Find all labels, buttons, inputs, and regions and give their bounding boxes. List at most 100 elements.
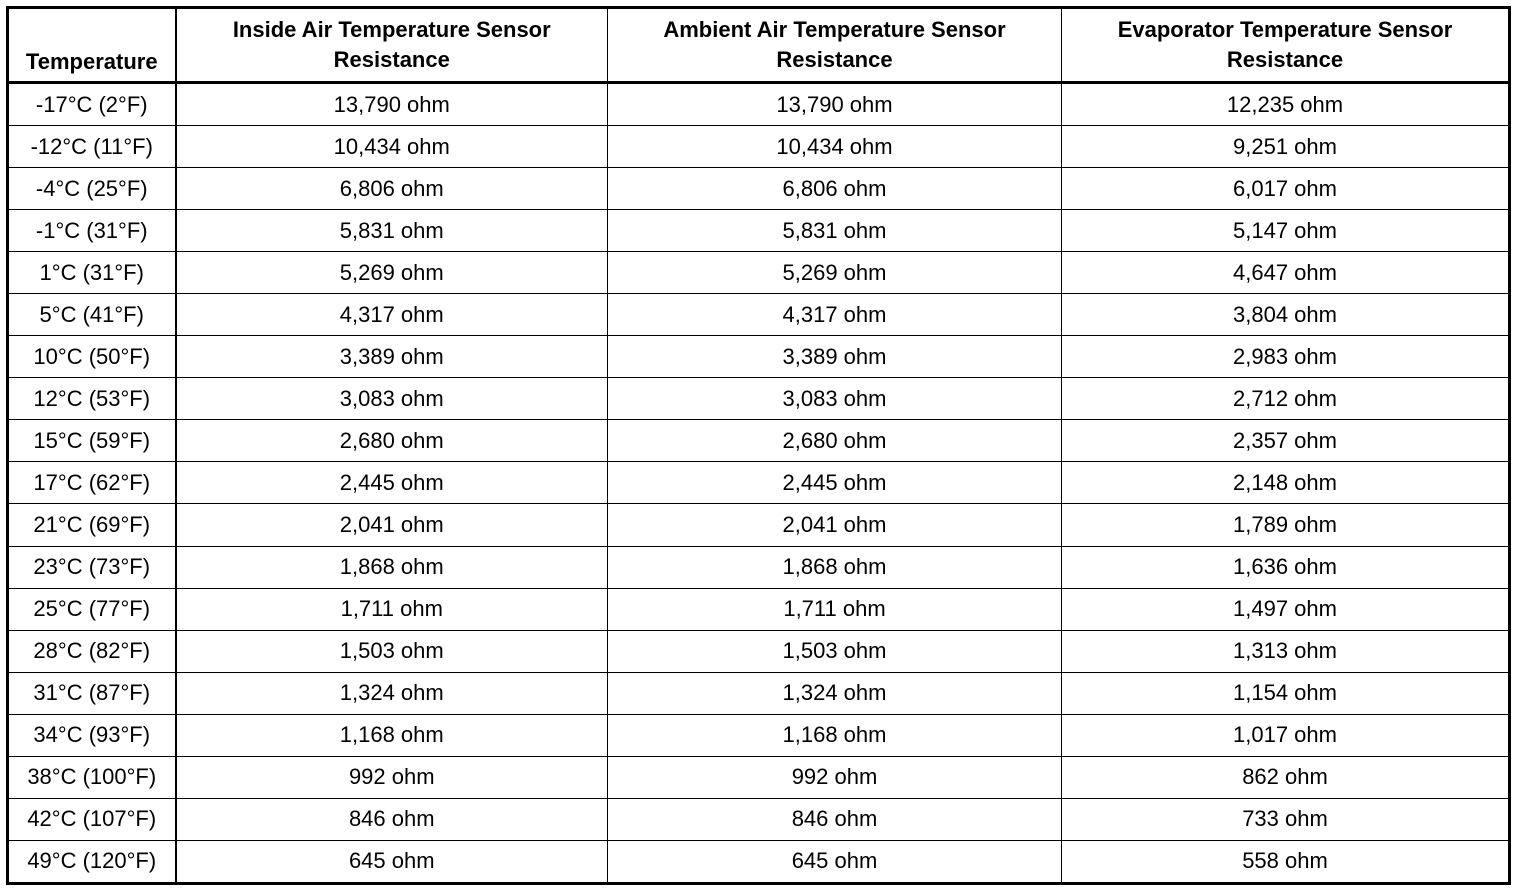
resistance-cell: 5,147 ohm: [1061, 209, 1510, 253]
resistance-cell: 2,357 ohm: [1061, 419, 1510, 463]
column-header: Ambient Air Temperature Sensor Resistanc…: [607, 7, 1062, 84]
resistance-cell: 1,636 ohm: [1061, 545, 1510, 589]
temperature-cell: 15°C (59°F): [7, 419, 177, 463]
temperature-cell: 34°C (93°F): [7, 713, 177, 757]
resistance-cell: 6,017 ohm: [1061, 167, 1510, 211]
resistance-cell: 992 ohm: [175, 755, 608, 799]
resistance-cell: 992 ohm: [607, 755, 1062, 799]
resistance-cell: 1,324 ohm: [607, 671, 1062, 715]
temperature-cell: -4°C (25°F): [7, 167, 177, 211]
resistance-cell: 9,251 ohm: [1061, 125, 1510, 169]
resistance-cell: 1,168 ohm: [607, 713, 1062, 757]
resistance-cell: 5,831 ohm: [607, 209, 1062, 253]
resistance-cell: 1,497 ohm: [1061, 587, 1510, 631]
column-header: Evaporator Temperature Sensor Resistance: [1061, 7, 1510, 84]
resistance-cell: 1,868 ohm: [607, 545, 1062, 589]
resistance-cell: 6,806 ohm: [175, 167, 608, 211]
table-row: 17°C (62°F) 2,445 ohm 2,445 ohm 2,148 ohm: [7, 461, 1510, 505]
resistance-cell: 1,168 ohm: [175, 713, 608, 757]
temperature-cell: 10°C (50°F): [7, 335, 177, 379]
temperature-cell: 25°C (77°F): [7, 587, 177, 631]
header-row: Temperature Inside Air Temperature Sensor…: [7, 7, 1510, 84]
resistance-cell: 5,269 ohm: [607, 251, 1062, 295]
table-row: 15°C (59°F) 2,680 ohm 2,680 ohm 2,357 ohm: [7, 419, 1510, 463]
temperature-cell: 17°C (62°F): [7, 461, 177, 505]
resistance-cell: 1,313 ohm: [1061, 629, 1510, 673]
temperature-cell: 49°C (120°F): [7, 839, 177, 885]
table-row: -1°C (31°F) 5,831 ohm 5,831 ohm 5,147 ohm: [7, 209, 1510, 253]
resistance-cell: 2,041 ohm: [175, 503, 608, 547]
resistance-cell: 1,154 ohm: [1061, 671, 1510, 715]
resistance-cell: 13,790 ohm: [175, 81, 608, 127]
resistance-cell: 645 ohm: [175, 839, 608, 885]
temperature-cell: 5°C (41°F): [7, 293, 177, 337]
resistance-cell: 2,445 ohm: [175, 461, 608, 505]
resistance-cell: 3,389 ohm: [175, 335, 608, 379]
resistance-cell: 862 ohm: [1061, 755, 1510, 799]
resistance-cell: 3,083 ohm: [607, 377, 1062, 421]
resistance-cell: 3,389 ohm: [607, 335, 1062, 379]
resistance-cell: 6,806 ohm: [607, 167, 1062, 211]
resistance-cell: 2,041 ohm: [607, 503, 1062, 547]
resistance-cell: 1,503 ohm: [607, 629, 1062, 673]
temperature-cell: 38°C (100°F): [7, 755, 177, 799]
temperature-cell: 42°C (107°F): [7, 797, 177, 841]
column-header: Temperature: [7, 7, 177, 84]
temperature-cell: 31°C (87°F): [7, 671, 177, 715]
resistance-cell: 5,269 ohm: [175, 251, 608, 295]
resistance-cell: 10,434 ohm: [175, 125, 608, 169]
resistance-cell: 1,324 ohm: [175, 671, 608, 715]
resistance-cell: 2,983 ohm: [1061, 335, 1510, 379]
temperature-cell: 21°C (69°F): [7, 503, 177, 547]
table-row: -17°C (2°F) 13,790 ohm 13,790 ohm 12,235 oh…: [7, 81, 1510, 127]
resistance-table: Temperature Inside Air Temperature Sensor…: [6, 6, 1511, 885]
resistance-cell: 645 ohm: [607, 839, 1062, 885]
table-wrapper: Temperature Inside Air Temperature Sensor…: [6, 6, 1511, 885]
table-row: 34°C (93°F) 1,168 ohm 1,168 ohm 1,017 ohm: [7, 713, 1510, 757]
table-body: -17°C (2°F) 13,790 ohm 13,790 ohm 12,235 oh…: [7, 81, 1510, 885]
resistance-cell: 1,711 ohm: [607, 587, 1062, 631]
temperature-cell: 23°C (73°F): [7, 545, 177, 589]
table-row: 1°C (31°F) 5,269 ohm 5,269 ohm 4,647 ohm: [7, 251, 1510, 295]
resistance-cell: 2,148 ohm: [1061, 461, 1510, 505]
table-row: 12°C (53°F) 3,083 ohm 3,083 ohm 2,712 ohm: [7, 377, 1510, 421]
table-row: -4°C (25°F) 6,806 ohm 6,806 ohm 6,017 ohm: [7, 167, 1510, 211]
resistance-cell: 846 ohm: [607, 797, 1062, 841]
resistance-cell: 558 ohm: [1061, 839, 1510, 885]
resistance-cell: 10,434 ohm: [607, 125, 1062, 169]
resistance-cell: 2,712 ohm: [1061, 377, 1510, 421]
table-row: 5°C (41°F) 4,317 ohm 4,317 ohm 3,804 ohm: [7, 293, 1510, 337]
table-row: 49°C (120°F) 645 ohm 645 ohm 558 ohm: [7, 839, 1510, 885]
table-row: 21°C (69°F) 2,041 ohm 2,041 ohm 1,789 ohm: [7, 503, 1510, 547]
resistance-cell: 2,680 ohm: [175, 419, 608, 463]
temperature-cell: 28°C (82°F): [7, 629, 177, 673]
resistance-cell: 4,317 ohm: [607, 293, 1062, 337]
table-row: 23°C (73°F) 1,868 ohm 1,868 ohm 1,636 ohm: [7, 545, 1510, 589]
table-row: 28°C (82°F) 1,503 ohm 1,503 ohm 1,313 ohm: [7, 629, 1510, 673]
resistance-cell: 4,647 ohm: [1061, 251, 1510, 295]
resistance-cell: 3,804 ohm: [1061, 293, 1510, 337]
temperature-cell: -12°C (11°F): [7, 125, 177, 169]
column-header: Inside Air Temperature Sensor Resistance: [175, 7, 608, 84]
temperature-cell: 12°C (53°F): [7, 377, 177, 421]
table-row: 42°C (107°F) 846 ohm 846 ohm 733 ohm: [7, 797, 1510, 841]
resistance-cell: 1,711 ohm: [175, 587, 608, 631]
resistance-cell: 2,680 ohm: [607, 419, 1062, 463]
resistance-cell: 13,790 ohm: [607, 81, 1062, 127]
resistance-cell: 1,789 ohm: [1061, 503, 1510, 547]
resistance-cell: 4,317 ohm: [175, 293, 608, 337]
resistance-cell: 3,083 ohm: [175, 377, 608, 421]
resistance-cell: 5,831 ohm: [175, 209, 608, 253]
temperature-cell: 1°C (31°F): [7, 251, 177, 295]
temperature-cell: -1°C (31°F): [7, 209, 177, 253]
resistance-cell: 846 ohm: [175, 797, 608, 841]
table-row: 38°C (100°F) 992 ohm 992 ohm 862 ohm: [7, 755, 1510, 799]
table-row: 31°C (87°F) 1,324 ohm 1,324 ohm 1,154 ohm: [7, 671, 1510, 715]
temperature-cell: -17°C (2°F): [7, 81, 177, 127]
resistance-cell: 1,868 ohm: [175, 545, 608, 589]
table-head: Temperature Inside Air Temperature Sensor…: [7, 7, 1510, 84]
table-row: 10°C (50°F) 3,389 ohm 3,389 ohm 2,983 ohm: [7, 335, 1510, 379]
table-row: 25°C (77°F) 1,711 ohm 1,711 ohm 1,497 ohm: [7, 587, 1510, 631]
resistance-cell: 733 ohm: [1061, 797, 1510, 841]
